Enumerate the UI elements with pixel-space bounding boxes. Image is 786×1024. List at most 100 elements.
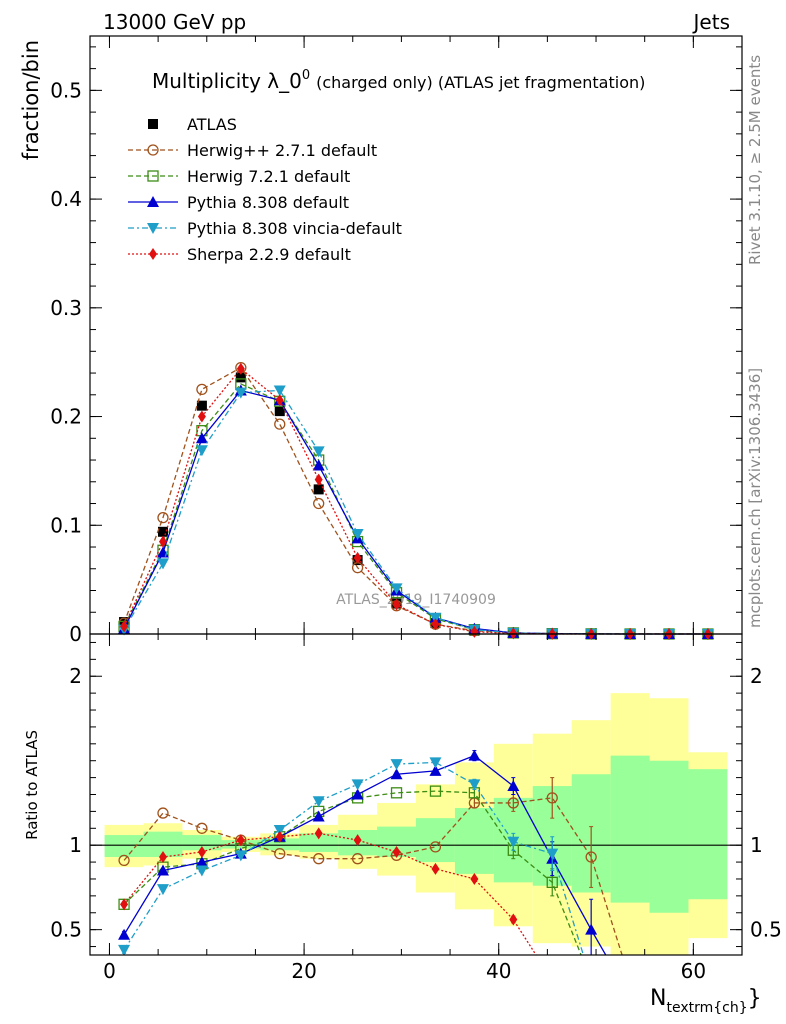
ratio-data-point	[351, 779, 364, 791]
ratio-green-band	[260, 838, 300, 851]
ratio-series-4	[120, 827, 537, 955]
legend-item: Pythia 8.308 default	[128, 193, 349, 212]
ratio-xlabel-main: N	[650, 986, 666, 1011]
main-data-point	[390, 583, 403, 595]
main-data-point	[157, 526, 168, 537]
ratio-data-point	[390, 787, 403, 799]
ratio-series-3	[118, 757, 585, 955]
ratio-data-point	[429, 841, 442, 853]
ratio-data-point	[546, 848, 559, 860]
watermark: ATLAS_2019_I1740909	[336, 592, 496, 608]
legend-label: Sherpa 2.2.9 default	[187, 245, 351, 264]
main-data-point	[158, 535, 167, 548]
main-data-point	[509, 627, 518, 640]
ratio-data-point	[392, 845, 401, 858]
ratio-data-point	[312, 796, 325, 808]
ratio-data-point	[118, 854, 130, 867]
legend-item: Herwig++ 2.7.1 default	[128, 141, 377, 160]
legend-label: Herwig 7.2.1 default	[187, 167, 350, 186]
ratio-data-point	[470, 872, 479, 885]
ratio-xtick-label: 40	[486, 959, 511, 983]
ratio-series-line	[123, 754, 607, 955]
ratio-data-point	[429, 785, 442, 797]
ratio-data-point	[507, 780, 520, 792]
ratio-green-band	[649, 760, 689, 913]
ratio-ytick-label-right: 0.5	[750, 918, 782, 942]
ratio-data-point	[196, 822, 208, 834]
main-ytick-label: 0.2	[50, 405, 82, 429]
legend-marker	[147, 196, 159, 207]
ratio-ylabel: Ratio to ATLAS	[23, 730, 41, 840]
ratio-data-point	[120, 898, 129, 911]
ratio-plot-area	[90, 693, 742, 955]
ratio-ytick-label-left: 2	[69, 664, 82, 688]
main-data-point	[314, 473, 323, 486]
main-data-point	[195, 432, 208, 444]
legend-marker	[147, 144, 159, 156]
main-data-point	[196, 383, 208, 396]
main-data-point	[234, 387, 247, 399]
ratio-xlabel-close: }	[748, 986, 762, 1011]
main-ytick-label: 0.4	[50, 187, 82, 211]
main-data-point	[392, 598, 401, 611]
ratio-data-point	[312, 810, 325, 822]
main-ytick-label: 0.1	[50, 513, 82, 537]
ratio-data-point	[431, 862, 440, 875]
main-data-point	[235, 372, 246, 383]
main-data-point	[195, 445, 208, 457]
ratio-green-band	[688, 769, 728, 900]
main-data-point	[431, 618, 440, 631]
legend-marker	[149, 248, 157, 260]
legend-marker	[147, 223, 159, 234]
ratio-data-point	[234, 850, 247, 862]
main-ytick-label: 0.3	[50, 296, 82, 320]
ratio-data-point	[468, 779, 481, 791]
ratio-data-point	[351, 788, 364, 800]
ratio-data-point	[157, 807, 169, 819]
ratio-data-point	[118, 928, 131, 940]
main-data-point	[353, 551, 362, 564]
main-data-point	[312, 459, 325, 471]
legend-label: Pythia 8.308 default	[187, 193, 349, 212]
mcplots-label: mcplots.cern.ch [arXiv:1306.3436]	[746, 368, 764, 628]
ratio-data-point	[197, 845, 206, 858]
ratio-data-point	[507, 797, 519, 809]
ratio-green-band	[610, 755, 650, 903]
legend-item: Sherpa 2.2.9 default	[128, 245, 351, 264]
main-data-point	[470, 625, 479, 638]
ratio-data-point	[585, 923, 598, 935]
header-right: Jets	[692, 10, 730, 34]
ratio-panel: 0.5 0.51 12 20 20 40 60	[50, 633, 782, 983]
ratio-xlabel: Ntextrm{ch}}	[650, 986, 762, 1016]
main-ytick-label: 0.5	[50, 78, 82, 102]
main-data-point	[274, 406, 285, 417]
ratio-xtick-label: 20	[291, 959, 316, 983]
ratio-data-point	[507, 836, 520, 848]
ratio-data-point	[429, 764, 442, 776]
legend-marker	[147, 170, 159, 182]
ratio-green-band	[104, 835, 144, 858]
ratio-data-point	[273, 824, 286, 836]
main-data-point	[274, 418, 286, 430]
main-title-main: Multiplicity λ_0	[152, 69, 302, 93]
main-title-sup: 0	[302, 68, 310, 83]
main-data-point	[273, 385, 286, 397]
ratio-ytick-label-left: 0.5	[50, 918, 82, 942]
ratio-data-point	[546, 792, 558, 804]
ratio-data-point	[195, 865, 208, 877]
main-data-point	[196, 400, 207, 411]
main-data-point	[275, 394, 284, 407]
ratio-data-point	[351, 853, 364, 865]
main-data-point	[312, 446, 325, 458]
legend-item: Herwig 7.2.1 default	[128, 167, 350, 186]
ratio-data-point	[195, 856, 208, 868]
ratio-data-point	[429, 757, 442, 769]
ratio-series-line	[123, 797, 623, 955]
ratio-data-point	[585, 851, 597, 863]
ratio-xtick-label: 60	[681, 959, 706, 983]
ratio-data-point	[156, 884, 169, 896]
ratio-green-band	[299, 833, 339, 852]
ratio-data-point	[274, 847, 286, 860]
ratio-data-point	[313, 853, 325, 865]
ratio-xlabel-sub: textrm{ch}	[666, 1000, 747, 1016]
